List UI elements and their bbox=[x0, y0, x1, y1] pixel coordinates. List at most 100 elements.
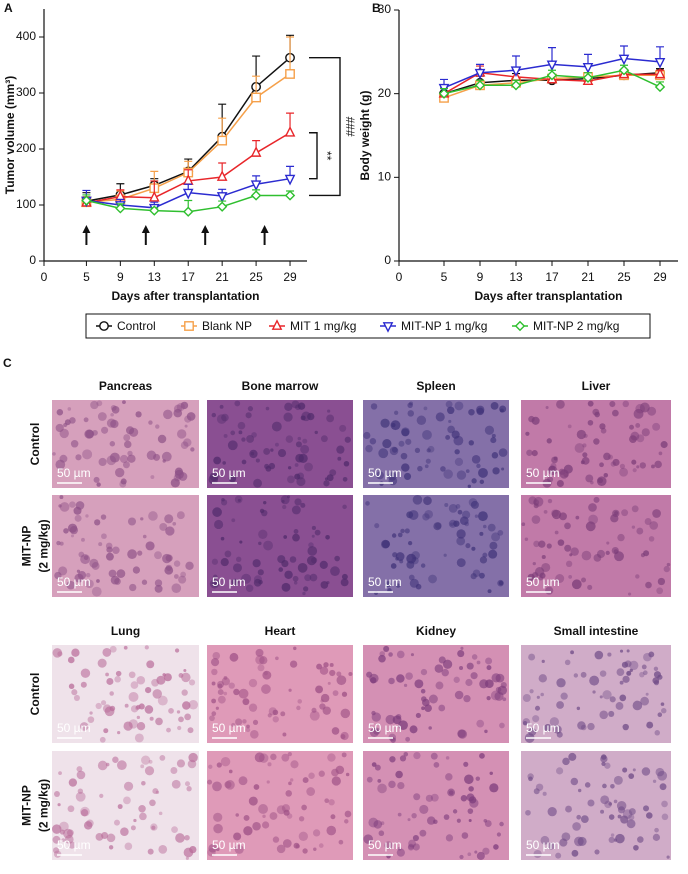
histology-texture bbox=[217, 683, 223, 689]
histology-texture bbox=[587, 400, 594, 407]
histology-texture bbox=[378, 830, 385, 837]
histology-texture bbox=[433, 819, 438, 825]
histology-texture bbox=[59, 541, 64, 546]
histology-texture bbox=[438, 704, 446, 712]
histology-texture bbox=[156, 675, 166, 685]
histology-texture bbox=[556, 400, 565, 409]
histology-texture bbox=[66, 829, 74, 837]
histology-texture bbox=[178, 575, 187, 584]
histology-texture bbox=[265, 465, 272, 472]
histology-texture bbox=[619, 694, 627, 702]
y-tick-label: 100 bbox=[16, 197, 36, 211]
histology-texture bbox=[149, 716, 154, 721]
histology-texture bbox=[109, 441, 116, 447]
histology-texture bbox=[137, 550, 143, 556]
histology-texture bbox=[574, 836, 584, 847]
histology-texture bbox=[409, 401, 414, 406]
histology-texture bbox=[175, 833, 185, 843]
histology-texture bbox=[403, 683, 408, 688]
histology-texture bbox=[96, 482, 101, 487]
histology-texture bbox=[541, 659, 545, 663]
histology-texture bbox=[413, 793, 421, 801]
histology-texture bbox=[295, 441, 302, 448]
x-tick-label: 9 bbox=[117, 270, 124, 284]
histology-texture bbox=[68, 778, 78, 787]
histology-texture bbox=[502, 697, 507, 702]
histology-texture bbox=[295, 453, 304, 463]
histology-texture bbox=[302, 438, 308, 444]
histology-texture bbox=[165, 526, 175, 536]
histology-texture bbox=[224, 550, 232, 558]
row-label: MIT-NP bbox=[20, 785, 34, 826]
histology-texture bbox=[467, 852, 472, 857]
histology-texture bbox=[120, 478, 127, 485]
histology-texture bbox=[272, 709, 279, 716]
histology-texture bbox=[403, 472, 412, 480]
histology-texture bbox=[532, 715, 540, 723]
histology-texture bbox=[602, 783, 607, 789]
histology-texture bbox=[253, 478, 262, 488]
legend-marker bbox=[514, 320, 526, 332]
histology-texture bbox=[318, 770, 325, 777]
histology-texture bbox=[476, 463, 481, 469]
marker bbox=[546, 60, 558, 72]
tissue-title: Bone marrow bbox=[242, 379, 319, 393]
marker bbox=[654, 67, 666, 79]
marker bbox=[474, 68, 486, 80]
histology-texture bbox=[629, 424, 634, 430]
histology-texture bbox=[58, 504, 62, 508]
histology-texture bbox=[164, 565, 174, 575]
histology-texture bbox=[613, 549, 619, 554]
marker bbox=[115, 203, 126, 214]
histology-texture bbox=[308, 772, 315, 779]
histology-texture bbox=[176, 759, 186, 768]
histology-texture bbox=[245, 727, 251, 733]
histology-texture bbox=[657, 577, 666, 586]
histology-texture bbox=[229, 652, 239, 662]
histology-texture bbox=[241, 459, 247, 465]
histology-texture bbox=[645, 692, 649, 696]
histology-texture bbox=[110, 575, 120, 585]
histology-texture bbox=[369, 673, 379, 684]
marker bbox=[618, 54, 630, 66]
histology-texture bbox=[652, 833, 661, 841]
histology-texture bbox=[631, 505, 639, 513]
histology-texture bbox=[620, 815, 629, 824]
histology-texture bbox=[639, 402, 650, 413]
histology-texture bbox=[492, 467, 500, 475]
histology-texture bbox=[253, 784, 260, 790]
histology-texture bbox=[281, 499, 285, 503]
histology-texture bbox=[116, 760, 127, 771]
histology-texture bbox=[496, 832, 501, 837]
histology-texture bbox=[282, 839, 292, 848]
histology-texture bbox=[316, 663, 323, 670]
scale-bar-label: 50 µm bbox=[57, 721, 91, 735]
histology-texture bbox=[454, 457, 464, 466]
histology-texture bbox=[183, 438, 192, 447]
histology-texture bbox=[460, 646, 464, 650]
histology-texture bbox=[123, 781, 134, 791]
histology-texture bbox=[464, 774, 474, 785]
histology-texture bbox=[610, 833, 615, 837]
histology-texture bbox=[425, 794, 434, 802]
histology-texture bbox=[252, 821, 261, 831]
scale-bar-label: 50 µm bbox=[57, 466, 91, 480]
histology-texture bbox=[564, 544, 572, 552]
histology-texture bbox=[97, 760, 108, 771]
histology-texture bbox=[123, 645, 128, 650]
histology-texture bbox=[238, 776, 248, 786]
histology-texture bbox=[69, 501, 76, 508]
histology-texture bbox=[80, 806, 90, 817]
histology-texture bbox=[315, 685, 323, 694]
histology-texture bbox=[616, 668, 625, 677]
histology-texture bbox=[559, 512, 567, 521]
histology-texture bbox=[142, 534, 147, 539]
histology-texture bbox=[499, 408, 504, 413]
histology-texture bbox=[403, 751, 409, 757]
histology-texture bbox=[467, 484, 471, 488]
histology-texture bbox=[128, 719, 139, 729]
histology-texture bbox=[575, 515, 580, 520]
histology-texture bbox=[340, 708, 351, 719]
histology-texture bbox=[284, 570, 293, 579]
histology-texture bbox=[289, 556, 297, 563]
